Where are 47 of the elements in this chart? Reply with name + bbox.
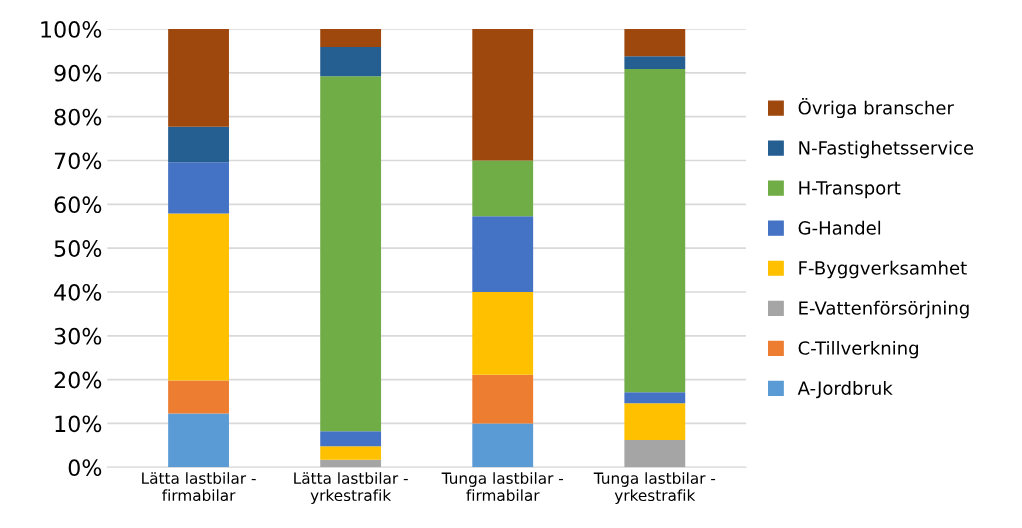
x-tick-label: Tunga lastbilar - firmabilar	[441, 472, 564, 502]
y-tick-label: 70%	[54, 152, 102, 170]
bar	[472, 160, 534, 217]
y-tick-label: 10%	[55, 415, 102, 433]
bar	[624, 68, 686, 393]
bar	[624, 56, 686, 69]
legend-label: G-Handel	[798, 220, 881, 235]
legend-label: F-Byggverksamhet	[799, 260, 967, 279]
bar	[624, 440, 686, 468]
bar	[168, 162, 229, 214]
y-tick-label: 80%	[54, 108, 102, 126]
bar	[168, 380, 229, 414]
y-tick-label: 60%	[54, 196, 102, 214]
x-tick-label: Lätta lastbilar - firmabilar	[142, 472, 256, 502]
legend-label: H-Transport	[799, 181, 901, 199]
bar	[472, 374, 534, 424]
legend-label: A-Jordbruk	[797, 380, 893, 399]
legend-label: E-Vattenförsörjning	[799, 300, 969, 319]
y-tick-label: 20%	[54, 371, 102, 389]
legend-label: Övriga branscher	[798, 97, 954, 119]
y-tick-label: 90%	[54, 64, 102, 82]
bar	[320, 76, 382, 432]
bar	[320, 29, 382, 48]
x-tick-label: Lätta lastbilar - yrkestrafik	[294, 472, 408, 505]
bar	[472, 29, 534, 161]
bar	[320, 47, 382, 77]
bar	[624, 392, 686, 404]
y-tick-label: 100%	[41, 20, 102, 38]
bar	[168, 213, 229, 381]
bar	[168, 413, 229, 468]
legend-label: C-Tillverkning	[798, 340, 918, 359]
bar	[472, 216, 534, 292]
bar	[168, 126, 229, 163]
y-tick-label: 30%	[54, 327, 102, 345]
bar	[624, 29, 686, 57]
legend-label: N-Fastighetsservice	[799, 140, 974, 159]
bar	[472, 423, 534, 468]
y-tick-label: 0%	[68, 459, 102, 477]
bar	[624, 403, 686, 441]
bar	[320, 431, 382, 447]
y-tick-label: 50%	[54, 240, 102, 257]
bar	[168, 29, 229, 127]
x-tick-label: Tunga lastbilar - yrkestrafik	[593, 472, 716, 505]
bar	[320, 446, 382, 460]
bar	[320, 459, 382, 468]
bar	[472, 291, 534, 375]
y-tick-label: 40%	[54, 283, 102, 301]
